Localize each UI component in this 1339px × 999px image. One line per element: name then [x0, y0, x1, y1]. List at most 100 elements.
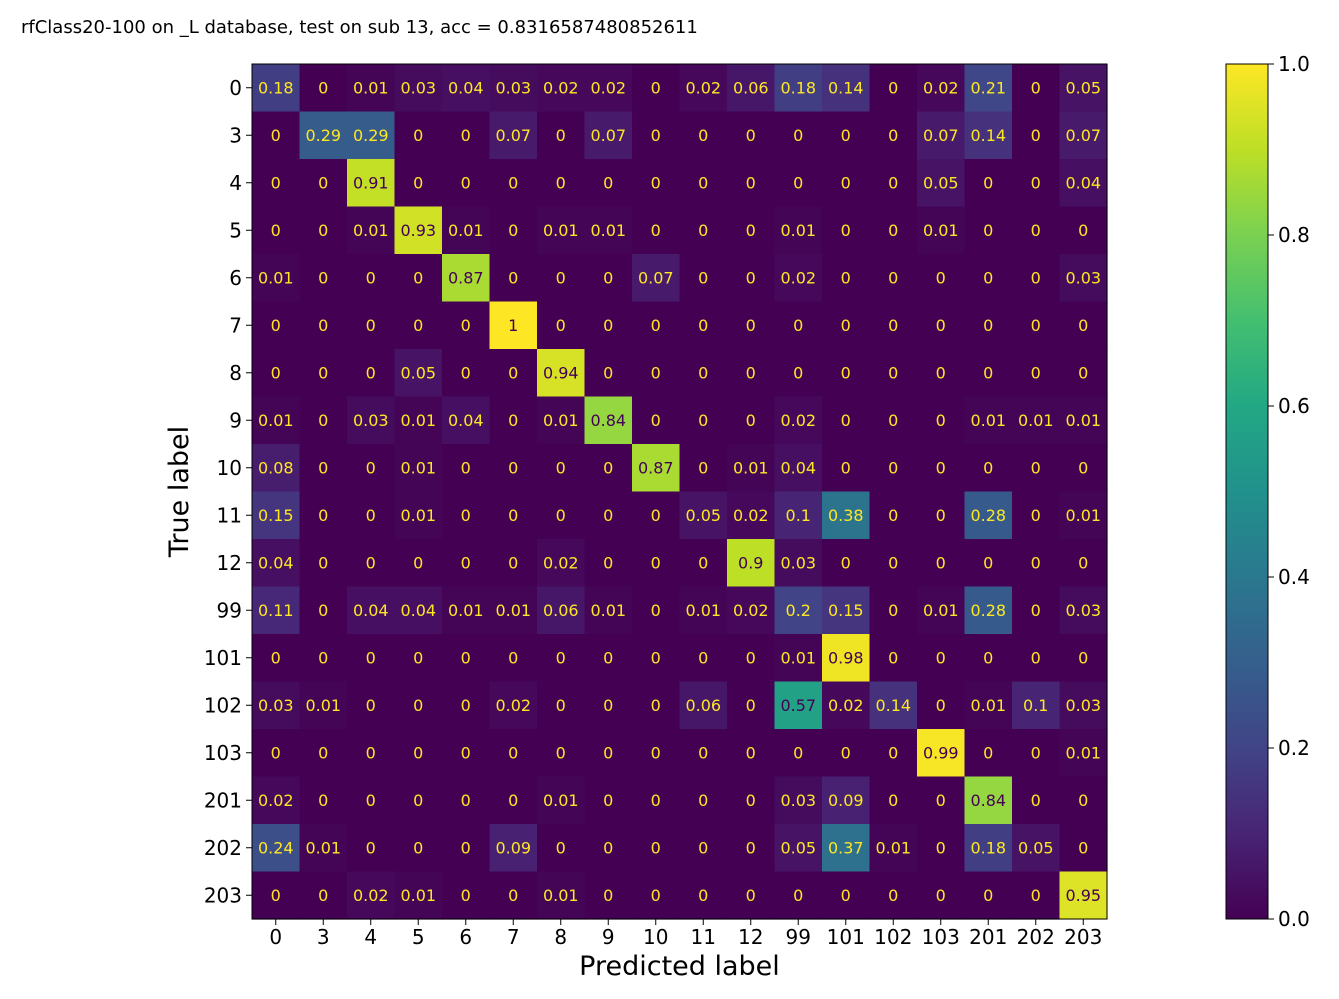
- cell-value-label: 0.98: [828, 648, 864, 667]
- cell-value-label: 0: [461, 173, 471, 192]
- cell-value-label: 0: [413, 268, 423, 287]
- heatmap-cell: [774, 301, 823, 350]
- cell-value-label: 0: [318, 791, 328, 810]
- heatmap-cell: [727, 634, 776, 683]
- heatmap-cell: [774, 729, 823, 778]
- cell-value-label: 0: [888, 78, 898, 97]
- cell-value-label: 0: [888, 173, 898, 192]
- cell-value-label: 0.01: [448, 221, 484, 240]
- heatmap-cell: [489, 64, 538, 113]
- heatmap-cell: [489, 111, 538, 160]
- heatmap-cell: [394, 111, 443, 160]
- heatmap-cell: [679, 634, 728, 683]
- heatmap-cell: [584, 396, 633, 445]
- cell-value-label: 0: [651, 886, 661, 905]
- cell-value-label: 0: [603, 316, 613, 335]
- cell-value-label: 0.02: [353, 886, 389, 905]
- cell-value-label: 0.01: [590, 221, 626, 240]
- heatmap-cell: [252, 206, 301, 255]
- cell-value-label: 0: [651, 601, 661, 620]
- heatmap-cell: [537, 444, 586, 493]
- cell-value-label: 0: [983, 316, 993, 335]
- cell-value-label: 0: [698, 648, 708, 667]
- cell-value-label: 0: [366, 268, 376, 287]
- heatmap-cell: [347, 634, 396, 683]
- cell-value-label: 0: [508, 553, 518, 572]
- cell-value-label: 0: [413, 648, 423, 667]
- heatmap-cell: [442, 111, 491, 160]
- y-tick-label: 203: [204, 883, 242, 907]
- heatmap-cell: [394, 729, 443, 778]
- heatmap-cell: [1059, 824, 1108, 873]
- cell-value-label: 0: [271, 221, 281, 240]
- cell-value-label: 0: [271, 126, 281, 145]
- cell-value-label: 0: [271, 648, 281, 667]
- heatmap-cell: [394, 206, 443, 255]
- cell-value-label: 0.02: [258, 791, 294, 810]
- cell-value-label: 0.05: [923, 173, 959, 192]
- cell-value-label: 0: [698, 411, 708, 430]
- cell-value-label: 0: [983, 743, 993, 762]
- cell-value-label: 0: [318, 506, 328, 525]
- heatmap-cell: [347, 586, 396, 635]
- cell-value-label: 0: [983, 221, 993, 240]
- cell-value-label: 0.01: [400, 506, 436, 525]
- cell-value-label: 0: [888, 648, 898, 667]
- heatmap-cell: [1012, 539, 1061, 588]
- heatmap-cell: [584, 349, 633, 398]
- heatmap-cell: [727, 871, 776, 920]
- y-tick-label: 10: [217, 456, 242, 480]
- cell-value-label: 0: [271, 316, 281, 335]
- cell-value-label: 0: [888, 221, 898, 240]
- heatmap-cell: [1012, 871, 1061, 920]
- x-tick-label: 5: [412, 925, 425, 949]
- heatmap-cell: [394, 349, 443, 398]
- heatmap-cell: [869, 871, 918, 920]
- cell-value-label: 0: [1031, 458, 1041, 477]
- cell-value-label: 0: [888, 411, 898, 430]
- cell-value-label: 0.04: [1065, 173, 1101, 192]
- cell-value-label: 0: [1031, 743, 1041, 762]
- cell-value-label: 0.01: [1065, 411, 1101, 430]
- heatmap-cell: [489, 254, 538, 303]
- cell-value-label: 0: [603, 506, 613, 525]
- heatmap-cell: [442, 64, 491, 113]
- heatmap-cell: [394, 254, 443, 303]
- cell-value-label: 0.37: [828, 838, 864, 857]
- heatmap-cell: [632, 539, 681, 588]
- cell-value-label: 0: [413, 126, 423, 145]
- y-tick-label: 7: [229, 313, 242, 337]
- heatmap-cell: [1012, 206, 1061, 255]
- heatmap-cell: [822, 396, 871, 445]
- heatmap-cell: [347, 729, 396, 778]
- cell-value-label: 0: [936, 791, 946, 810]
- heatmap-cell: [774, 871, 823, 920]
- cell-value-label: 0.09: [495, 838, 531, 857]
- heatmap-cell: [632, 254, 681, 303]
- cell-value-label: 0: [508, 886, 518, 905]
- heatmap-cell: [822, 349, 871, 398]
- cell-value-label: 0: [983, 173, 993, 192]
- heatmap-cell: [774, 396, 823, 445]
- cell-value-label: 0: [318, 268, 328, 287]
- heatmap-cell: [1012, 681, 1061, 730]
- cell-value-label: 0: [746, 363, 756, 382]
- heatmap-cell: [299, 159, 348, 208]
- heatmap-cell: [584, 159, 633, 208]
- heatmap-cell: [1059, 111, 1108, 160]
- cell-value-label: 0: [556, 268, 566, 287]
- heatmap-cell: [964, 681, 1013, 730]
- heatmap-cell: [1059, 634, 1108, 683]
- cell-value-label: 0: [318, 78, 328, 97]
- cell-value-label: 0: [366, 316, 376, 335]
- cell-value-label: 0: [1031, 648, 1041, 667]
- cell-value-label: 0: [793, 363, 803, 382]
- heatmap-cell: [347, 301, 396, 350]
- cell-value-label: 0: [888, 601, 898, 620]
- cell-value-label: 0.01: [1065, 743, 1101, 762]
- heatmap-cell: [394, 824, 443, 873]
- cell-value-label: 0: [698, 363, 708, 382]
- cell-value-label: 0.2: [786, 601, 811, 620]
- cell-value-label: 0: [271, 743, 281, 762]
- heatmap-cell: [727, 206, 776, 255]
